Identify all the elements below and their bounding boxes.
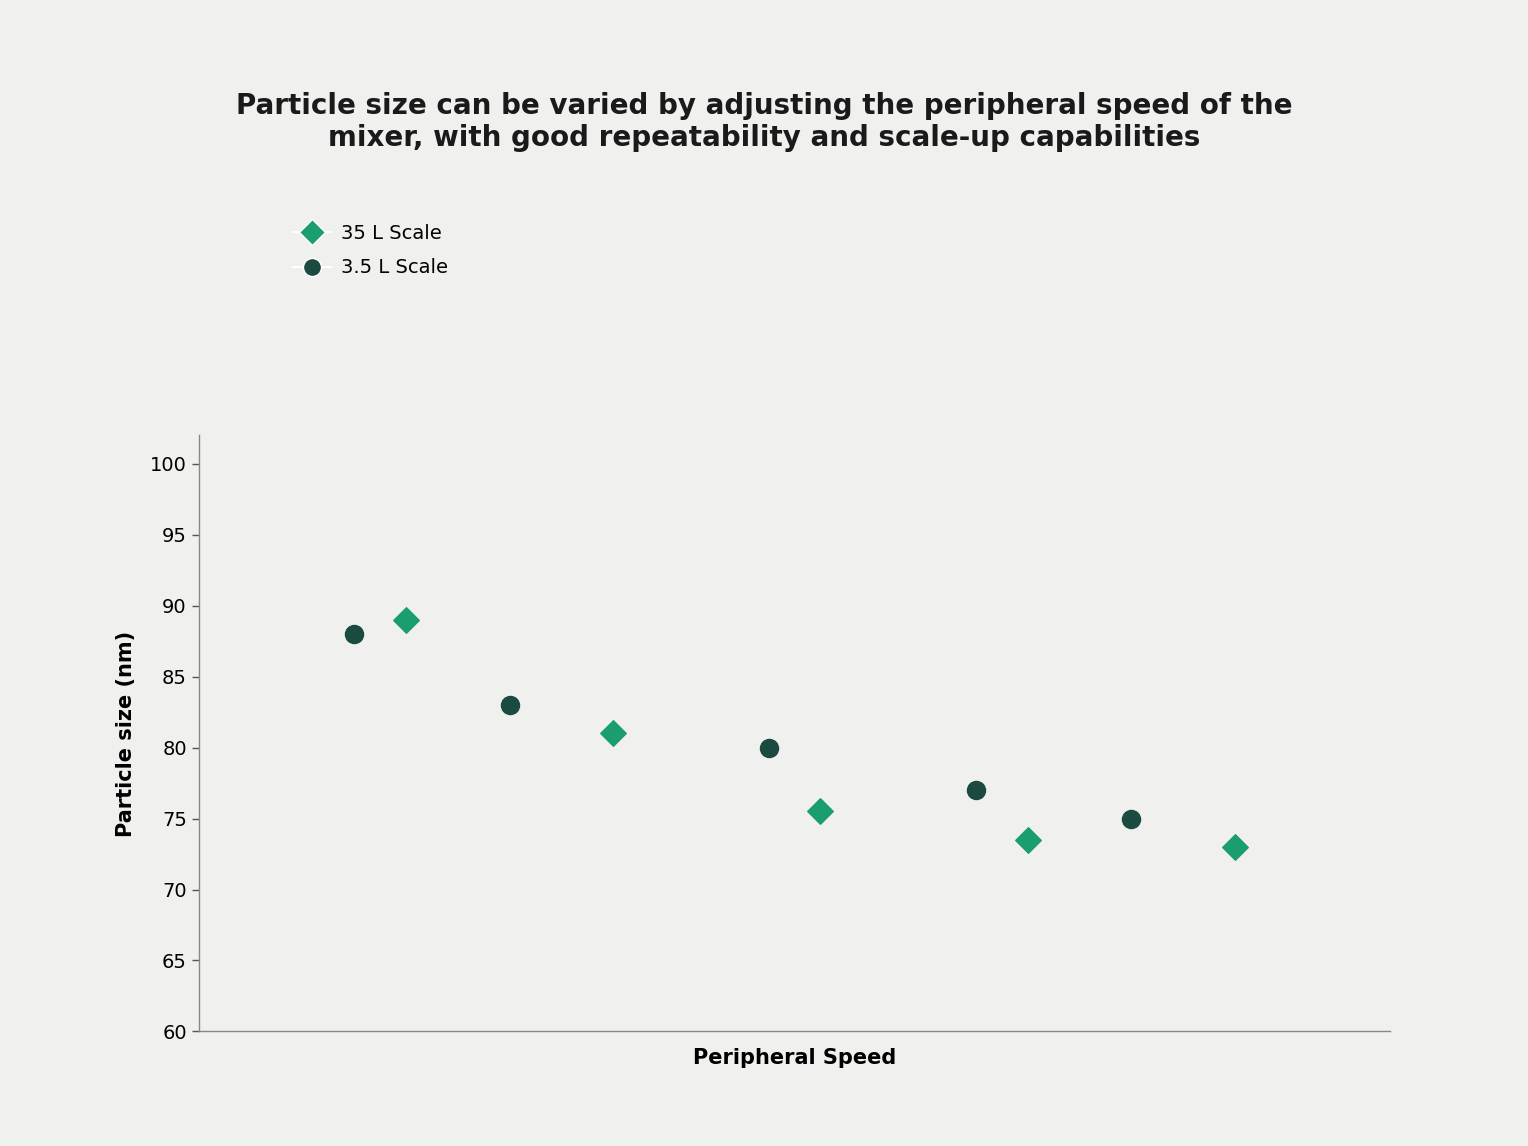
- 3.5 L Scale: [964, 782, 989, 800]
- 35 L Scale: [1222, 838, 1247, 856]
- Text: Particle size can be varied by adjusting the peripheral speed of the
mixer, with: Particle size can be varied by adjusting…: [235, 92, 1293, 152]
- 35 L Scale: [394, 611, 419, 629]
- 3.5 L Scale: [1118, 809, 1143, 827]
- X-axis label: Peripheral Speed: Peripheral Speed: [692, 1049, 897, 1068]
- 35 L Scale: [601, 724, 625, 743]
- 35 L Scale: [1016, 831, 1041, 849]
- Y-axis label: Particle size (nm): Particle size (nm): [116, 630, 136, 837]
- 3.5 L Scale: [756, 738, 781, 756]
- Legend: 35 L Scale, 3.5 L Scale: 35 L Scale, 3.5 L Scale: [284, 215, 455, 285]
- 3.5 L Scale: [497, 696, 521, 714]
- 3.5 L Scale: [342, 625, 367, 643]
- 35 L Scale: [808, 802, 833, 821]
